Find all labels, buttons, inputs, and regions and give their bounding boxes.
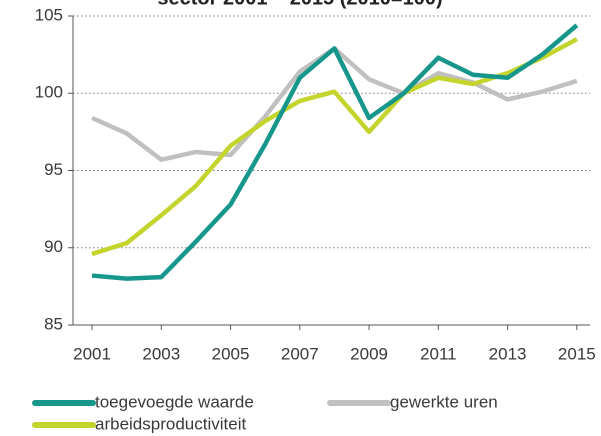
x-tick-label: 2003 — [142, 344, 180, 363]
legend-label: toegevoegde waarde — [95, 392, 254, 411]
x-tick-label: 2009 — [350, 344, 388, 363]
y-tick-label: 100 — [35, 83, 63, 102]
y-tick-label: 95 — [44, 160, 63, 179]
legend-label: arbeidsproductiviteit — [95, 414, 246, 433]
y-tick-label: 90 — [44, 237, 63, 256]
y-tick-label: 85 — [44, 314, 63, 333]
x-tick-label: 2007 — [281, 344, 319, 363]
x-tick-label: 2015 — [558, 344, 596, 363]
chart-title: sector 2001 – 2015 (2010=100) — [157, 0, 442, 9]
x-tick-label: 2005 — [212, 344, 250, 363]
x-tick-label: 2011 — [420, 344, 457, 363]
series-line — [91, 46, 578, 162]
legend-label: gewerkte uren — [390, 392, 498, 411]
series-line — [91, 23, 579, 281]
x-tick-label: 2001 — [73, 344, 111, 363]
y-tick-label: 105 — [35, 5, 63, 24]
x-tick-label: 2013 — [489, 344, 527, 363]
series-line — [91, 37, 578, 257]
